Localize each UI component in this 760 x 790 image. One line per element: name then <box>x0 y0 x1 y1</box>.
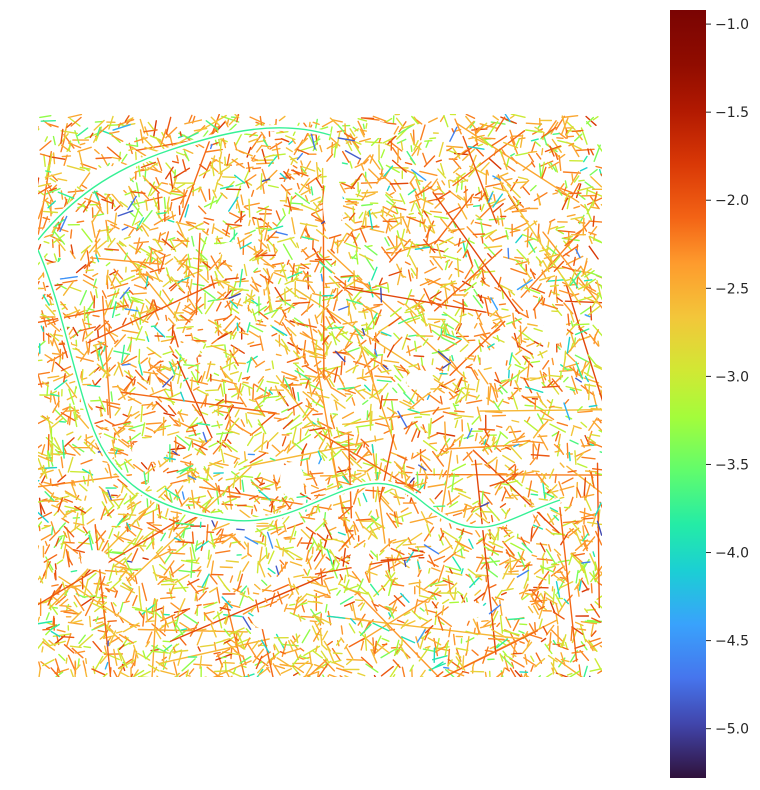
colorbar-tick-label: −5.0 <box>715 722 749 738</box>
open-space <box>180 340 200 360</box>
street-segment-group <box>38 115 602 677</box>
open-space <box>323 177 343 233</box>
open-space <box>220 242 240 258</box>
colorbar-tick-label: −1.5 <box>715 105 749 121</box>
colorbar-tick-label: −1.0 <box>715 17 749 33</box>
open-space <box>368 122 392 138</box>
colorbar-ticks: −1.0 −1.5 −2.0 −2.5 −3.0 −3.5 −4.0 −4.5 −5.0 <box>706 17 749 738</box>
open-space <box>350 546 370 574</box>
street-segment-group <box>38 115 602 677</box>
colorbar-tick-label: −3.5 <box>715 457 749 473</box>
street-segment-group <box>38 114 602 677</box>
street-segment-group <box>409 477 591 677</box>
open-space <box>543 316 567 344</box>
street-segment-group <box>207 136 547 521</box>
colorbar-tick-label: −4.0 <box>715 546 749 562</box>
street-segment-group <box>38 114 602 677</box>
colorbar-tick-label: −2.5 <box>715 281 749 297</box>
open-space <box>406 370 434 390</box>
open-space <box>81 550 109 570</box>
street-segment-group <box>121 131 408 443</box>
open-space <box>280 462 304 498</box>
open-space <box>252 610 288 630</box>
street-segment-group <box>38 117 602 677</box>
street-network-map <box>38 114 602 677</box>
open-space <box>454 602 486 618</box>
river-seine <box>38 124 561 531</box>
open-space <box>132 438 168 462</box>
colorbar-tick-label: −3.0 <box>715 369 749 385</box>
colorbar: −1.0 −1.5 −2.0 −2.5 −3.0 −3.5 −4.0 −4.5 −5.0 <box>670 10 749 778</box>
river-line <box>38 127 561 528</box>
street-segment-group <box>59 276 450 669</box>
street-segment-group <box>38 114 602 677</box>
colorbar-tick-label: −4.5 <box>715 634 749 650</box>
street-segment-group <box>44 120 602 658</box>
colorbar-gradient <box>670 10 706 778</box>
street-segments <box>38 114 602 677</box>
street-segment-group <box>39 140 602 673</box>
open-space <box>44 262 76 278</box>
colorbar-tick-label: −2.0 <box>715 193 749 209</box>
